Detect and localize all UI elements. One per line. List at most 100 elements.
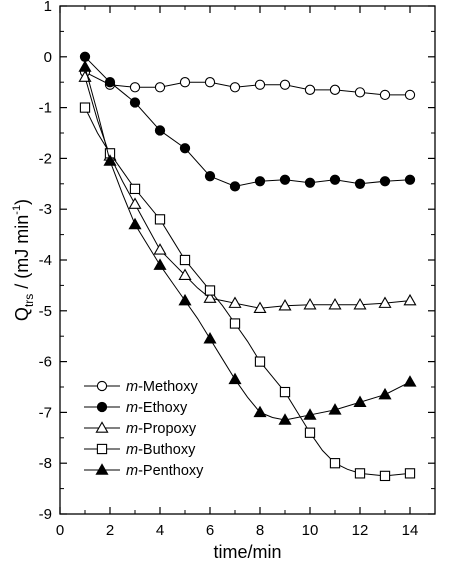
series-penthoxy xyxy=(78,60,417,425)
series-layer xyxy=(78,51,417,482)
x-tick-label: 14 xyxy=(402,522,419,539)
legend-label-name: -Propoxy xyxy=(138,421,197,437)
data-point-penthoxy xyxy=(353,395,367,407)
data-point-penthoxy xyxy=(78,60,92,72)
series-ethoxy xyxy=(79,51,416,192)
data-point-buthoxy xyxy=(354,468,366,479)
x-tick-label: 10 xyxy=(302,522,319,539)
x-tick-label: 8 xyxy=(256,522,264,539)
y-axis-title-sub: trs xyxy=(22,294,36,307)
data-point-ethoxy xyxy=(304,177,316,188)
data-point-ethoxy xyxy=(104,77,116,88)
legend-label-name: -Buthoxy xyxy=(138,442,196,458)
legend-item-buthoxy: m-Buthoxy xyxy=(84,442,196,458)
legend-label-prefix: m xyxy=(126,463,138,479)
data-point-propoxy xyxy=(303,297,317,310)
data-point-buthoxy xyxy=(229,318,241,329)
legend-marker-buthoxy xyxy=(96,443,108,455)
y-tick-label: -1 xyxy=(39,100,52,117)
data-point-penthoxy xyxy=(228,372,242,385)
legend-label-prefix: m xyxy=(126,442,138,458)
data-point-penthoxy xyxy=(128,217,142,230)
data-point-penthoxy xyxy=(203,332,217,344)
data-point-propoxy xyxy=(378,296,392,308)
legend-label-buthoxy: m-Buthoxy xyxy=(126,442,196,458)
legend-marker-penthoxy xyxy=(95,463,109,475)
legend-item-penthoxy: m-Penthoxy xyxy=(84,463,204,479)
legend-item-ethoxy: m-Ethoxy xyxy=(84,400,188,416)
data-point-buthoxy xyxy=(79,102,91,113)
data-point-methoxy xyxy=(329,84,341,95)
data-point-penthoxy xyxy=(328,403,342,415)
data-point-ethoxy xyxy=(229,181,241,192)
data-point-propoxy xyxy=(278,299,292,311)
data-point-propoxy xyxy=(228,296,242,308)
data-point-methoxy xyxy=(254,79,266,90)
data-point-methoxy xyxy=(129,82,141,93)
data-point-penthoxy xyxy=(153,258,167,270)
data-point-ethoxy xyxy=(379,176,391,187)
series-methoxy xyxy=(79,66,416,101)
data-point-ethoxy xyxy=(254,176,266,187)
data-point-methoxy xyxy=(229,82,241,93)
data-point-ethoxy xyxy=(404,174,416,185)
series-line-penthoxy xyxy=(84,66,411,421)
y-tick-label: -6 xyxy=(39,354,52,371)
y-tick-label: 0 xyxy=(44,49,52,66)
data-point-ethoxy xyxy=(329,174,341,185)
series-buthoxy xyxy=(79,102,416,482)
data-point-penthoxy xyxy=(378,387,392,400)
data-point-methoxy xyxy=(379,89,391,101)
data-point-penthoxy xyxy=(303,408,317,420)
data-point-ethoxy xyxy=(79,51,91,62)
legend-label-ethoxy: m-Ethoxy xyxy=(126,400,188,416)
y-tick-label: -4 xyxy=(39,252,52,269)
data-point-buthoxy xyxy=(129,183,141,195)
data-point-propoxy xyxy=(328,297,342,310)
plot-frame xyxy=(59,5,436,515)
legend-label-prefix: m xyxy=(126,421,138,437)
data-point-buthoxy xyxy=(304,427,316,438)
data-point-penthoxy xyxy=(278,413,292,425)
legend-label-name: -Ethoxy xyxy=(138,400,188,416)
y-axis-title-unit: / (mJ min xyxy=(12,215,32,294)
data-point-propoxy xyxy=(153,243,167,255)
y-axis-title-sup: -1 xyxy=(11,205,23,215)
data-point-ethoxy xyxy=(354,178,366,189)
legend-label-prefix: m xyxy=(126,400,138,416)
legend-marker-ethoxy xyxy=(96,401,108,413)
y-axis-title: Qtrs / (mJ min-1) xyxy=(11,199,36,321)
x-axis-title: time/min xyxy=(213,542,281,562)
data-point-propoxy xyxy=(128,197,142,209)
y-tick-label: -8 xyxy=(39,455,52,472)
data-point-methoxy xyxy=(354,87,366,98)
legend-label-methoxy: m-Methoxy xyxy=(126,379,198,395)
data-point-propoxy xyxy=(353,297,367,310)
legend-marker-methoxy xyxy=(96,380,108,392)
data-point-penthoxy xyxy=(403,375,417,387)
data-point-methoxy xyxy=(154,82,166,93)
x-tick-label: 0 xyxy=(56,522,64,539)
x-tick-label: 12 xyxy=(352,522,369,539)
data-point-buthoxy xyxy=(404,468,416,479)
data-point-buthoxy xyxy=(204,285,216,296)
data-point-penthoxy xyxy=(178,293,192,306)
data-point-propoxy xyxy=(253,301,267,314)
data-point-propoxy xyxy=(178,268,192,280)
data-point-penthoxy xyxy=(253,405,267,418)
legend-label-prefix: m xyxy=(126,379,138,395)
data-point-buthoxy xyxy=(379,470,391,482)
legend-marker-propoxy xyxy=(95,421,109,433)
legend-item-propoxy: m-Propoxy xyxy=(84,421,197,437)
legend-label-propoxy: m-Propoxy xyxy=(126,421,197,437)
y-tick-label: -7 xyxy=(39,404,52,421)
y-axis-title-close: ) xyxy=(12,199,32,205)
x-tick-label: 2 xyxy=(106,522,114,539)
y-tick-label: -2 xyxy=(39,150,52,167)
x-tick-label: 6 xyxy=(206,522,214,539)
data-point-methoxy xyxy=(179,77,191,88)
data-point-buthoxy xyxy=(154,214,166,225)
y-tick-label: -3 xyxy=(39,201,52,218)
data-point-buthoxy xyxy=(179,254,191,266)
